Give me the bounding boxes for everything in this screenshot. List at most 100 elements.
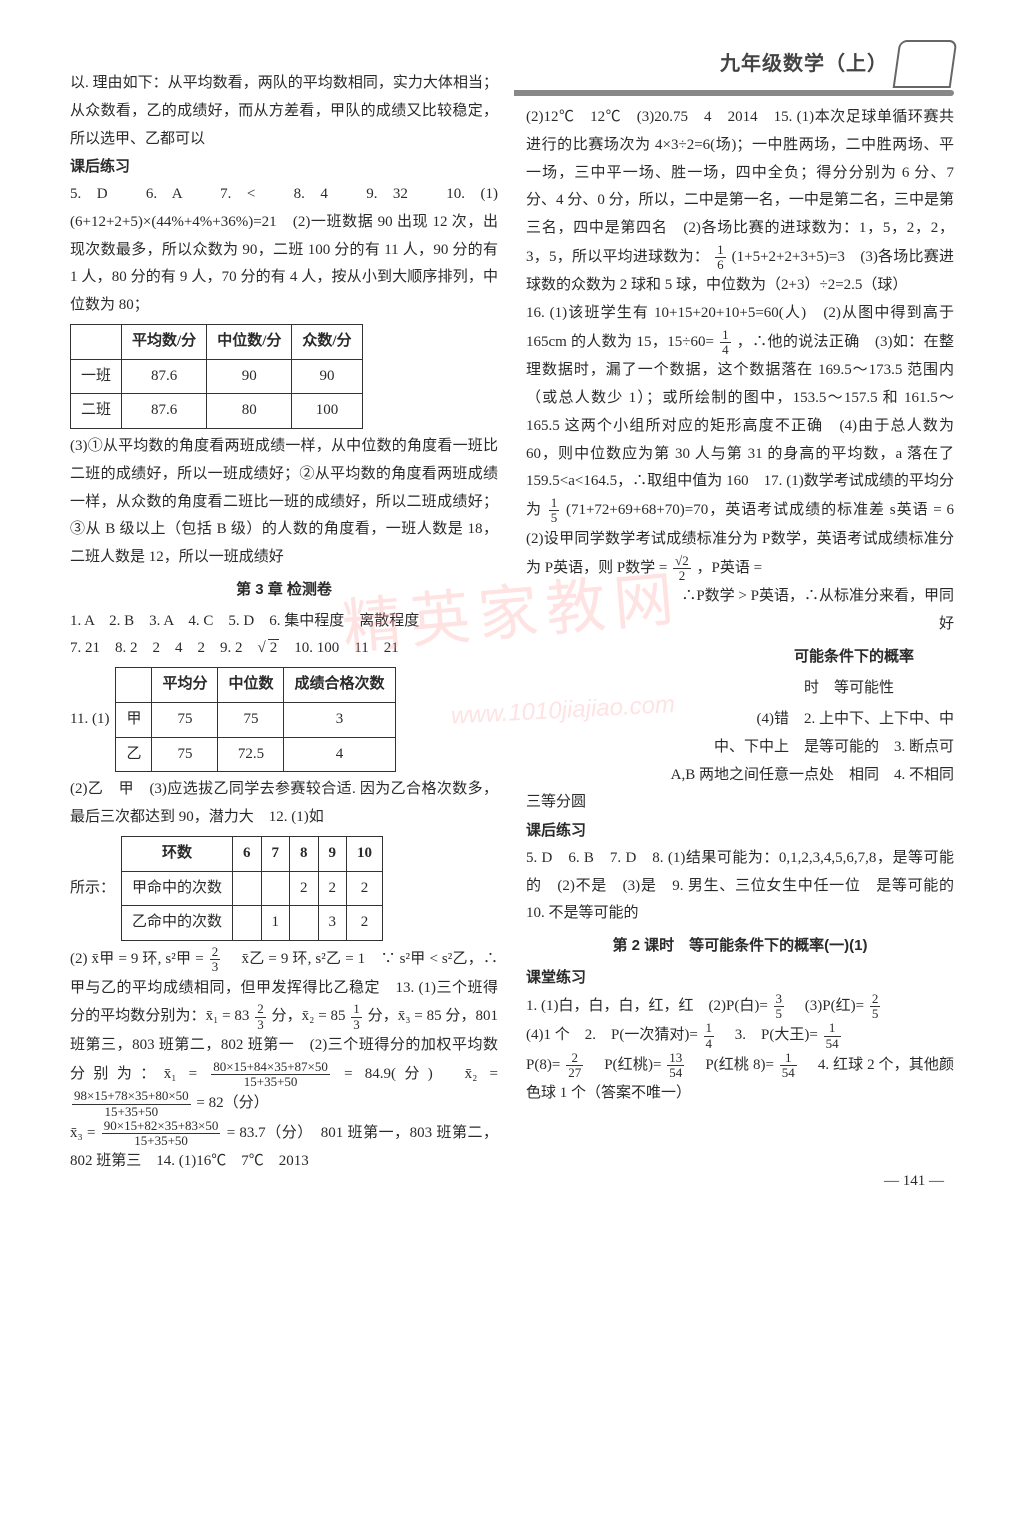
table-row: 平均数/分 中位数/分 众数/分	[71, 324, 363, 359]
fraction: 15	[549, 496, 560, 526]
fraction: 98×15+78×35+80×5015+35+50	[72, 1089, 191, 1119]
table-cell: 90	[207, 359, 292, 394]
para: 好	[526, 611, 954, 639]
table-header: 9	[318, 836, 347, 871]
table-row: 一班 87.6 90 90	[71, 359, 363, 394]
text: ∴P数学 > P英语，∴从标准分来看，甲同	[666, 588, 954, 604]
q12-row: 所示： 环数 6 7 8 9 10 甲命中的次数 2 2 2	[70, 832, 498, 945]
table-cell: 2	[347, 871, 383, 906]
fraction: 227	[566, 1051, 583, 1081]
para: 1. A 2. B 3. A 4. C 5. D 6. 集中程度 离散程度	[70, 608, 498, 636]
fraction: 14	[704, 1021, 715, 1051]
page-number: — 141 —	[884, 1168, 944, 1196]
table-header: 7	[261, 836, 290, 871]
right-column: (2)12℃ 12℃ (3)20.75 4 2014 15. (1)本次足球单循…	[526, 70, 954, 1176]
fraction: 25	[870, 992, 881, 1022]
fraction: 154	[824, 1021, 841, 1051]
table-header: 环数	[122, 836, 233, 871]
table-cell: 90	[292, 359, 362, 394]
table-cell: 100	[292, 394, 362, 429]
table-cell: 72.5	[218, 737, 284, 772]
q11-table: 平均分 中位数 成绩合格次数 甲 75 75 3 乙 75 72.5 4	[115, 667, 395, 772]
table-row: 二班 87.6 80 100	[71, 394, 363, 429]
table-cell: 甲命中的次数	[122, 871, 233, 906]
q12-table: 环数 6 7 8 9 10 甲命中的次数 2 2 2 乙命中的次数	[121, 836, 383, 941]
fraction: √22	[673, 554, 691, 584]
para: 7. 21 8. 2 2 4 2 9. 2 √2 10. 100 11 21	[70, 635, 498, 663]
table-row: 甲 75 75 3	[116, 702, 395, 737]
table-cell: 4	[284, 737, 395, 772]
table-cell: 甲	[116, 702, 152, 737]
para: (4)错 2. 上中下、上下中、中	[526, 706, 954, 734]
answer-text: 10. 100 11 21	[279, 640, 398, 656]
q11-prefix: 11. (1)	[70, 706, 109, 734]
table-cell: 二班	[71, 394, 122, 429]
fraction: 23	[210, 945, 221, 975]
para: 16. (1)该班学生有 10+15+20+10+5=60(人) (2)从图中得…	[526, 300, 954, 583]
text: P(红桃 8)=	[690, 1057, 778, 1073]
table-cell	[290, 906, 319, 941]
table-cell: 乙命中的次数	[122, 906, 233, 941]
table-cell: 75	[218, 702, 284, 737]
text: P(8)=	[526, 1057, 564, 1073]
table-header: 平均分	[152, 668, 218, 703]
para: (2)12℃ 12℃ (3)20.75 4 2014 15. (1)本次足球单循…	[526, 104, 954, 300]
para: 三等分圆	[526, 789, 954, 817]
after-class-heading: 课后练习	[70, 153, 498, 181]
answer-text: 7. 21 8. 2 2 4 2 9. 2	[70, 640, 258, 656]
text: P(红桃)=	[589, 1057, 665, 1073]
fraction: 16	[715, 243, 726, 273]
table-header: 中位数	[218, 668, 284, 703]
para: 1. (1)白，白，白，红，红 (2)P(白)= 35 (3)P(红)= 25	[526, 992, 954, 1022]
para: ∴P数学 > P英语，∴从标准分来看，甲同	[526, 583, 954, 611]
table-row: 乙命中的次数 1 3 2	[122, 906, 383, 941]
text: x̄₃ =	[70, 1125, 100, 1141]
probability-heading: 可能条件下的概率	[526, 643, 954, 671]
q12-prefix: 所示：	[70, 875, 115, 903]
table-cell	[233, 906, 262, 941]
table-header: 众数/分	[292, 324, 362, 359]
table-cell: 3	[284, 702, 395, 737]
table-header	[116, 668, 152, 703]
table-cell: 75	[152, 702, 218, 737]
page-content: 精英家教网 www.1010jiajiao.com 以. 理由如下：从平均数看，…	[0, 0, 1024, 1226]
fraction: 1354	[667, 1051, 684, 1081]
text: (2)12℃ 12℃ (3)20.75 4 2014 15. (1)本次足球单循…	[526, 109, 954, 265]
table-cell: 75	[152, 737, 218, 772]
fraction: 13	[351, 1002, 362, 1032]
table-cell: 2	[290, 871, 319, 906]
fraction: 154	[780, 1051, 797, 1081]
text: (3)P(红)=	[790, 998, 868, 1014]
fraction: 35	[774, 992, 785, 1022]
table-cell: 1	[261, 906, 290, 941]
table-header: 6	[233, 836, 262, 871]
table-header: 成绩合格次数	[284, 668, 395, 703]
table-cell: 一班	[71, 359, 122, 394]
table-header: 10	[347, 836, 383, 871]
left-column: 以. 理由如下：从平均数看，两队的平均数相同，实力大体相当；从众数看，乙的成绩好…	[70, 70, 498, 1176]
fraction: 90×15+82×35+83×5015+35+50	[102, 1119, 221, 1149]
fraction: 23	[255, 1002, 266, 1032]
para: (3)①从平均数的角度看两班成绩一样，从中位数的角度看一班比二班的成绩好，所以一…	[70, 433, 498, 572]
text: = 82（分）	[196, 1096, 268, 1112]
table-cell: 乙	[116, 737, 152, 772]
fraction: 14	[720, 328, 731, 358]
table-cell: 2	[347, 906, 383, 941]
text: (4)1 个 2. P(一次猜对)=	[526, 1027, 702, 1043]
text: (2) x̄甲 = 9 环, s²甲 =	[70, 951, 208, 967]
class-score-table: 平均数/分 中位数/分 众数/分 一班 87.6 90 90 二班 87.6 8…	[70, 324, 363, 429]
table-row: 环数 6 7 8 9 10	[122, 836, 383, 871]
sqrt2: √2	[258, 640, 280, 656]
text: 1. (1)白，白，白，红，红 (2)P(白)=	[526, 998, 772, 1014]
text: ，∴他的说法正确 (3)如：在整理数据时，漏了一个数据，这个数据落在 169.5…	[526, 334, 954, 518]
table-header: 平均数/分	[122, 324, 207, 359]
table-cell: 3	[318, 906, 347, 941]
table-header: 中位数/分	[207, 324, 292, 359]
text: = 84.9(分) x̄₂ =	[344, 1066, 498, 1082]
para: x̄₃ = 90×15+82×35+83×5015+35+50 = 83.7（分…	[70, 1119, 498, 1176]
table-row: 甲命中的次数 2 2 2	[122, 871, 383, 906]
table-cell: 87.6	[122, 359, 207, 394]
table-cell	[261, 871, 290, 906]
para: A,B 两地之间任意一点处 相同 4. 不相同	[526, 762, 954, 790]
text: 3. P(大王)=	[720, 1027, 822, 1043]
